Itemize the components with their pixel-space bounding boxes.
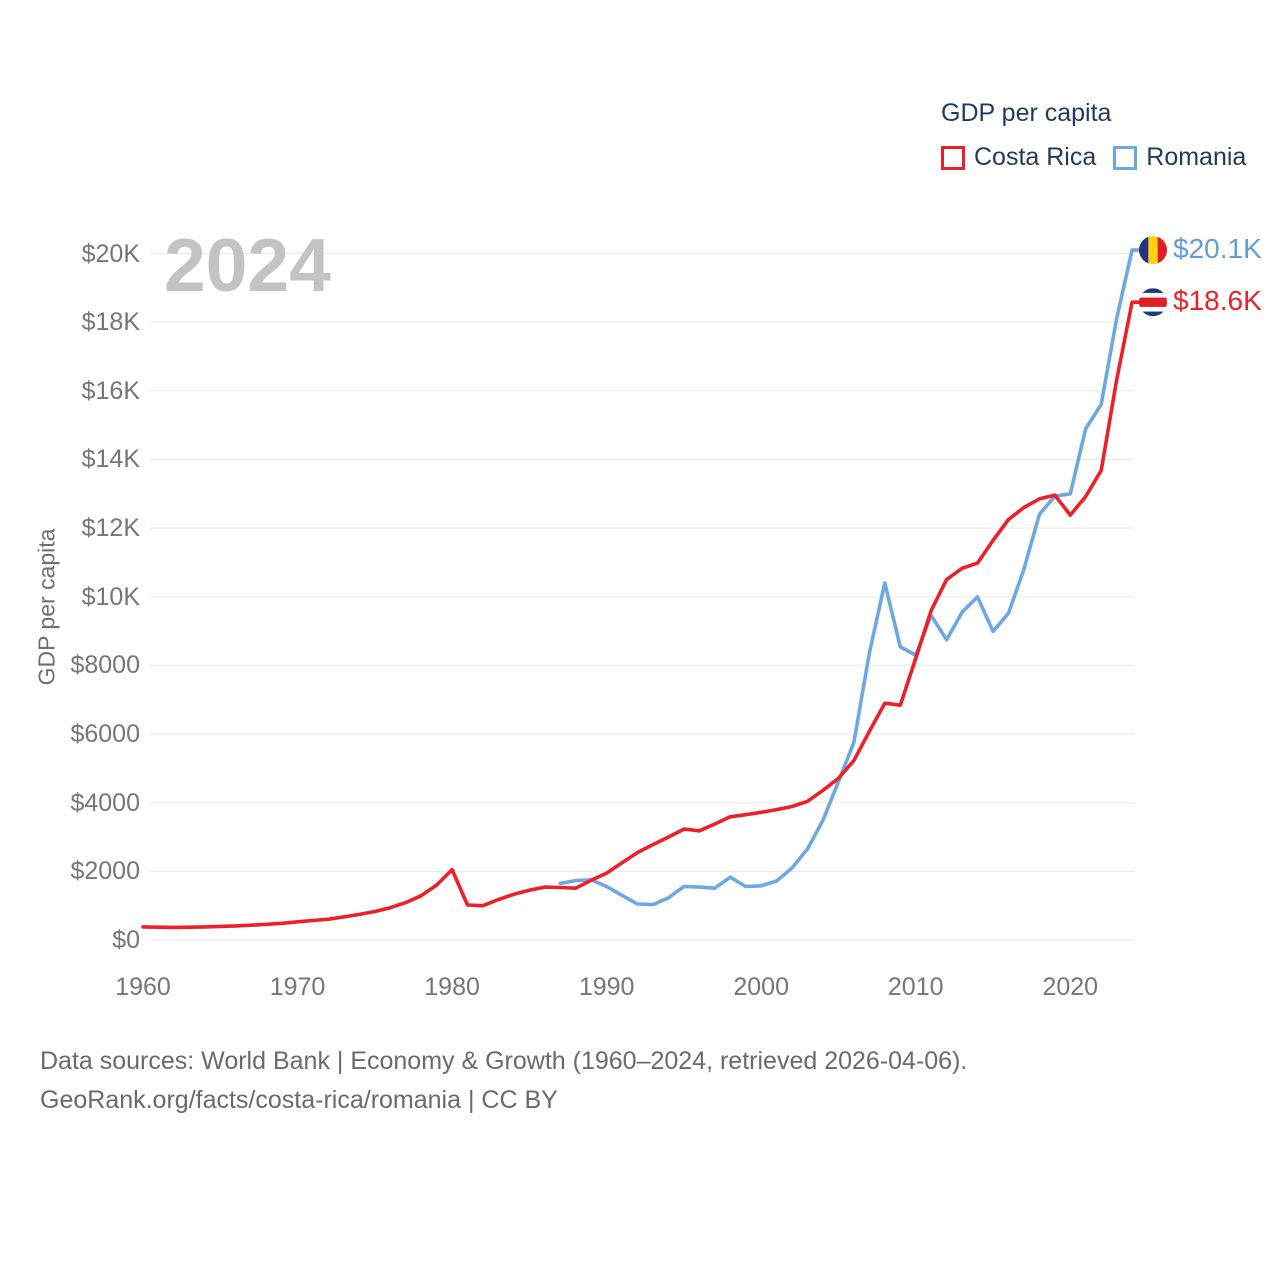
x-axis-tick-label: 2000 <box>733 973 789 1001</box>
x-axis-tick-label: 2020 <box>1042 973 1099 1001</box>
y-axis-tick-label: $4000 <box>70 788 140 817</box>
legend-entries: Costa Rica Romania <box>941 143 1263 172</box>
legend-item-costa-rica: Costa Rica <box>941 143 1096 172</box>
series-line-costa-rica <box>141 300 1144 930</box>
chart-legend: GDP per capita Costa Rica Romania <box>941 99 1263 172</box>
y-axis-tick-label: $10K <box>81 582 140 611</box>
legend-label-romania: Romania <box>1146 143 1247 171</box>
x-axis-tick-label: 1970 <box>269 973 326 1001</box>
y-axis-tick-label: $2000 <box>70 857 140 886</box>
attribution-text: GeoRank.org/facts/costa-rica/romania | C… <box>40 1086 558 1114</box>
x-axis-tick-label: 1980 <box>424 973 480 1001</box>
costa-rica-swatch-icon <box>941 145 965 170</box>
y-axis-tick-label: $0 <box>112 926 140 954</box>
y-axis-tick-label: $8000 <box>70 651 140 680</box>
y-axis-tick-label: $12K <box>81 514 140 543</box>
year-watermark: 2024 <box>164 223 331 307</box>
romania-swatch-icon <box>1113 145 1138 170</box>
data-sources-text: Data sources: World Bank | Economy & Gro… <box>40 1047 968 1075</box>
romania-end-value-label: $20.1K <box>1173 233 1262 265</box>
y-axis-tick-label: $14K <box>81 445 140 474</box>
costa-rica-flag-icon <box>1139 288 1167 317</box>
legend-label-costa-rica: Costa Rica <box>974 143 1097 171</box>
y-axis-tick-label: $18K <box>81 308 140 337</box>
x-axis-tick-label: 1990 <box>578 973 635 1001</box>
legend-item-romania: Romania <box>1113 143 1246 172</box>
x-axis-tick-label: 2010 <box>887 973 944 1001</box>
y-axis-tick-label: $6000 <box>70 720 140 749</box>
legend-title: GDP per capita <box>941 99 1112 127</box>
x-axis-tick-label: 1960 <box>115 973 171 1001</box>
series-line-romania <box>558 248 1144 907</box>
costa-rica-end-value-label: $18.6K <box>1173 285 1262 317</box>
y-axis-tick-label: $20K <box>81 239 140 268</box>
romania-flag-icon <box>1139 236 1167 265</box>
y-axis-tick-label: $16K <box>81 376 140 405</box>
